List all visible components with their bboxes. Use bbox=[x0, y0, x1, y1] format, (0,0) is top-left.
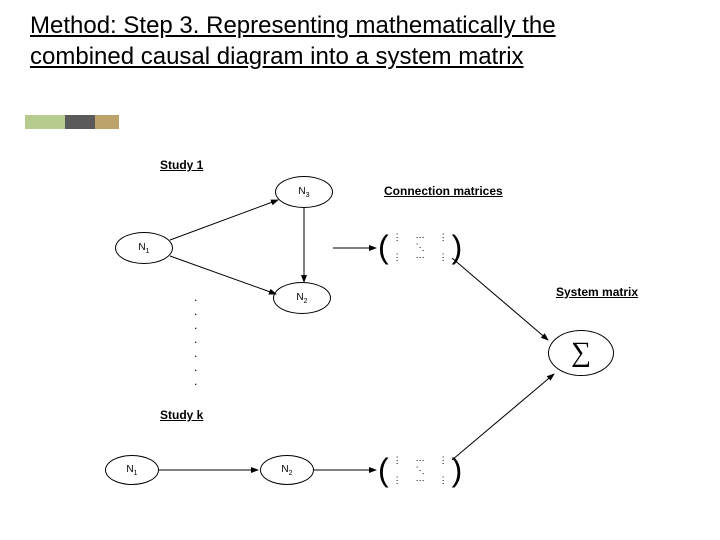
studyk-node-n2: N2 bbox=[260, 455, 314, 485]
edge-matrix1-sigma bbox=[452, 258, 548, 340]
node-n2: N2 bbox=[273, 282, 331, 314]
conn-matrices-label: Connection matrices bbox=[384, 184, 503, 198]
matrix-body: ⋮⋯⋮ ⋱ ⋮⋯⋮ bbox=[389, 455, 452, 485]
studyk-node-n1: N1 bbox=[105, 455, 159, 485]
studyk-label: Study k bbox=[160, 408, 203, 422]
sigma-node: ∑ bbox=[548, 330, 614, 376]
conn-matrix-1: ( ⋮⋯⋮ ⋱ ⋮⋯⋮ ) bbox=[378, 232, 462, 262]
edge-matrix2-sigma bbox=[452, 374, 554, 460]
node-n2-label: N2 bbox=[296, 292, 307, 305]
node-n3-label: N3 bbox=[298, 186, 309, 199]
accent-block-1 bbox=[25, 115, 65, 129]
sigma-icon: ∑ bbox=[571, 337, 591, 369]
edge-n1-n2 bbox=[170, 256, 276, 294]
accent-block-2 bbox=[65, 115, 95, 129]
matrix-body: ⋮⋯⋮ ⋱ ⋮⋯⋮ bbox=[389, 232, 452, 262]
study1-label: Study 1 bbox=[160, 158, 203, 172]
studyk-n1-label: N1 bbox=[126, 464, 137, 477]
studyk-n2-label: N2 bbox=[281, 464, 292, 477]
paren-left-icon: ( bbox=[378, 233, 389, 261]
slide-title: Method: Step 3. Representing mathematica… bbox=[30, 10, 590, 72]
edge-n1-n3 bbox=[170, 200, 278, 240]
accent-block-3 bbox=[95, 115, 119, 129]
arrows-layer bbox=[0, 0, 720, 540]
paren-right-icon: ) bbox=[452, 233, 463, 261]
system-matrix-label: System matrix bbox=[556, 285, 638, 299]
node-n1: N1 bbox=[115, 232, 173, 264]
node-n1-label: N1 bbox=[138, 242, 149, 255]
conn-matrix-2: ( ⋮⋯⋮ ⋱ ⋮⋯⋮ ) bbox=[378, 455, 462, 485]
vertical-dots: ... ... . bbox=[194, 290, 197, 388]
paren-right-icon: ) bbox=[452, 456, 463, 484]
paren-left-icon: ( bbox=[378, 456, 389, 484]
node-n3: N3 bbox=[275, 176, 333, 208]
accent-blocks bbox=[25, 115, 119, 129]
